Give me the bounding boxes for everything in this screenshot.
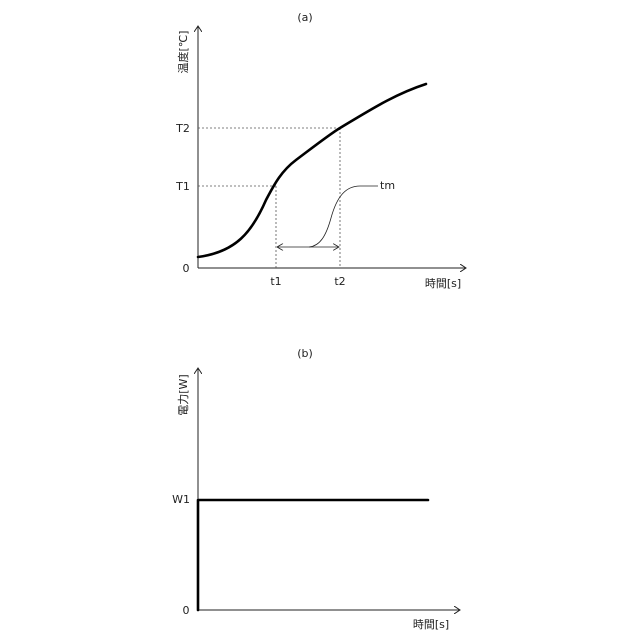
panel-a-x-axis-label: 時間[s] (425, 277, 461, 290)
panel-b-y-axis-label: 電力[W] (177, 374, 190, 415)
panel-a-title: (a) (297, 11, 312, 24)
panel-b-origin-label: 0 (183, 604, 190, 617)
panel-a: (a) 温度[℃] 時間[s] 0 T2 T1 t1 t2 tm (175, 11, 466, 290)
panel-a-y-tick-t2: T2 (175, 122, 190, 135)
panel-a-tm-label: tm (380, 179, 395, 192)
panel-b: (b) 電力[W] 時間[s] 0 W1 (172, 347, 460, 631)
panel-b-power-line (198, 500, 428, 610)
panel-a-y-tick-t1: T1 (175, 180, 190, 193)
panel-a-origin-label: 0 (183, 262, 190, 275)
panel-a-x-tick-t1: t1 (270, 275, 281, 288)
panel-a-temperature-curve (198, 84, 426, 257)
panel-b-y-tick-w1: W1 (172, 493, 190, 506)
panel-a-y-axis-label: 温度[℃] (176, 31, 190, 74)
panel-b-title: (b) (297, 347, 313, 360)
panel-a-tm-curve (309, 186, 378, 247)
panel-a-x-tick-t2: t2 (334, 275, 345, 288)
panel-b-x-axis-label: 時間[s] (413, 618, 449, 631)
